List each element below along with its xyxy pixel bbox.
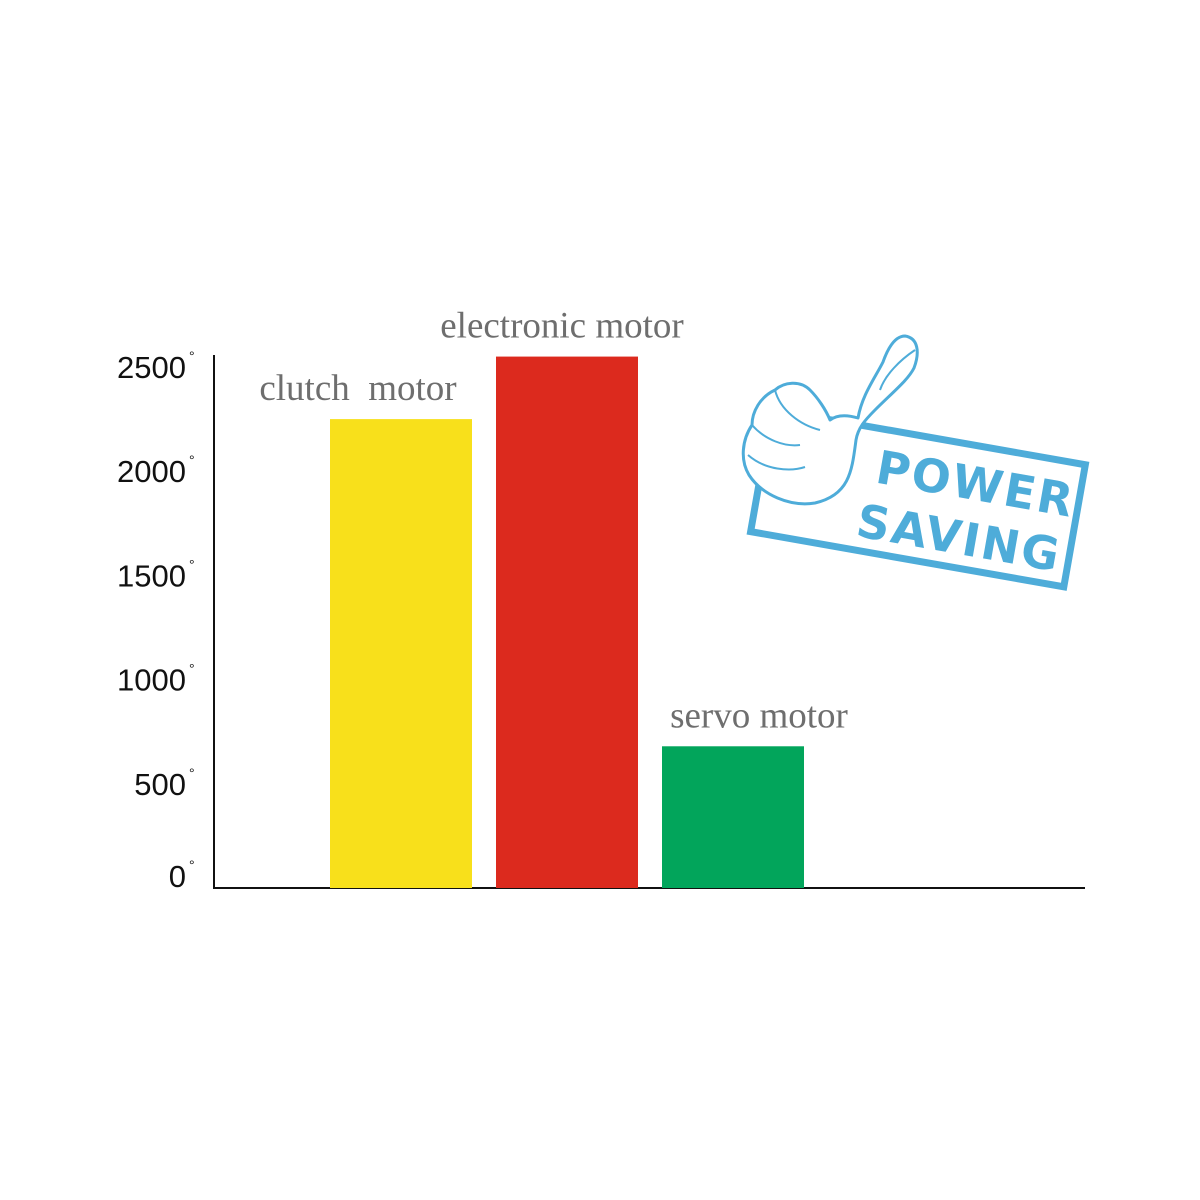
- y-tick-labels: 0 °500 °1000 °1500 °2000 °2500 °: [117, 348, 195, 894]
- y-tick-label: 2500: [117, 350, 186, 385]
- bar-label: clutch motor: [259, 368, 456, 409]
- y-tick-degree: °: [189, 857, 195, 873]
- y-tick-degree: °: [189, 348, 195, 364]
- y-tick-degree: °: [189, 765, 195, 781]
- y-tick-degree: °: [189, 452, 195, 468]
- bar-1: [496, 356, 638, 889]
- thumbs-up-icon: [741, 334, 919, 506]
- bar-0: [330, 419, 472, 888]
- y-tick-degree: °: [189, 556, 195, 572]
- y-tick-label: 1500: [117, 558, 186, 593]
- y-tick-label: 0: [169, 859, 186, 894]
- y-tick-label: 2000: [117, 454, 186, 489]
- bar-2: [662, 746, 804, 888]
- bar-label: electronic motor: [440, 306, 683, 347]
- bar-label: servo motor: [670, 695, 848, 736]
- y-tick-degree: °: [189, 661, 195, 677]
- bars: [330, 356, 804, 889]
- y-tick-label: 1000: [117, 663, 186, 698]
- y-tick-label: 500: [134, 767, 186, 802]
- bar-labels: clutch motor electronic motor servo motor: [259, 306, 848, 737]
